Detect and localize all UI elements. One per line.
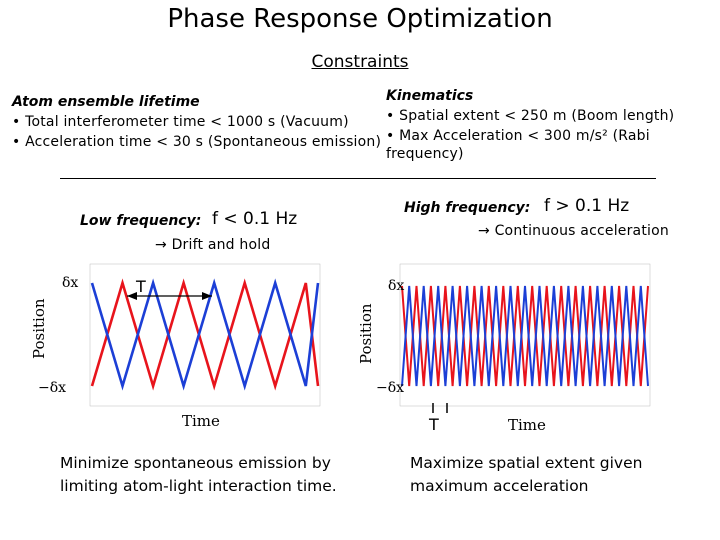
low-y-top-label: δx (62, 275, 78, 291)
high-frequency-condition: f > 0.1 Hz (544, 196, 630, 216)
low-frequency-plot: T δx −δx Position Time (30, 263, 321, 430)
low-y-bottom-label: −δx (38, 380, 66, 396)
high-plot-blue-trajectory (401, 285, 649, 387)
lifetime-item-emission: • Acceleration time < 30 s (Spontaneous … (12, 134, 382, 150)
high-frequency-result: → Continuous acceleration (478, 223, 669, 239)
low-frequency-label: Low frequency: (80, 213, 202, 229)
low-frequency-condition: f < 0.1 Hz (212, 209, 298, 229)
low-plot-red-trajectory (90, 278, 320, 391)
lifetime-item-vacuum: • Total interferometer time < 1000 s (Va… (12, 114, 349, 130)
low-y-axis-label: Position (30, 298, 48, 359)
constraints-subtitle: Constraints (311, 52, 409, 72)
low-period-arrowhead-left (127, 292, 137, 300)
kinematics-item-extent: • Spatial extent < 250 m (Boom length) (386, 108, 675, 124)
low-x-axis-label: Time (182, 412, 220, 430)
high-y-top-label: δx (388, 278, 404, 294)
high-plot-frame (399, 263, 651, 407)
low-plot-frame (89, 263, 321, 407)
high-y-axis-label: Position (357, 303, 375, 364)
low-period-arrowhead-right (202, 292, 212, 300)
high-x-axis-label: Time (508, 416, 546, 434)
high-y-bottom-label: −δx (376, 380, 404, 396)
kinematics-item-frequency: frequency) (386, 146, 464, 162)
divider-line (60, 178, 656, 179)
high-frequency-plot: T δx −δx Position Time (357, 263, 651, 434)
high-frequency-caption: Maximize spatial extent given maximum ac… (410, 454, 643, 495)
kinematics-item-acceleration: • Max Acceleration < 300 m/s² (Rabi (386, 128, 650, 144)
lifetime-heading: Atom ensemble lifetime (12, 94, 200, 110)
low-period-label: T (135, 277, 146, 296)
low-plot-blue-trajectory (90, 278, 320, 391)
high-frequency-label: High frequency: (404, 200, 531, 216)
high-plot-red-trajectory (401, 285, 649, 387)
low-frequency-result: → Drift and hold (155, 237, 271, 253)
high-period-label: T (428, 415, 439, 434)
low-frequency-caption: Minimize spontaneous emission by limitin… (60, 454, 337, 495)
kinematics-heading: Kinematics (386, 88, 474, 104)
page-title: Phase Response Optimization (167, 4, 553, 34)
